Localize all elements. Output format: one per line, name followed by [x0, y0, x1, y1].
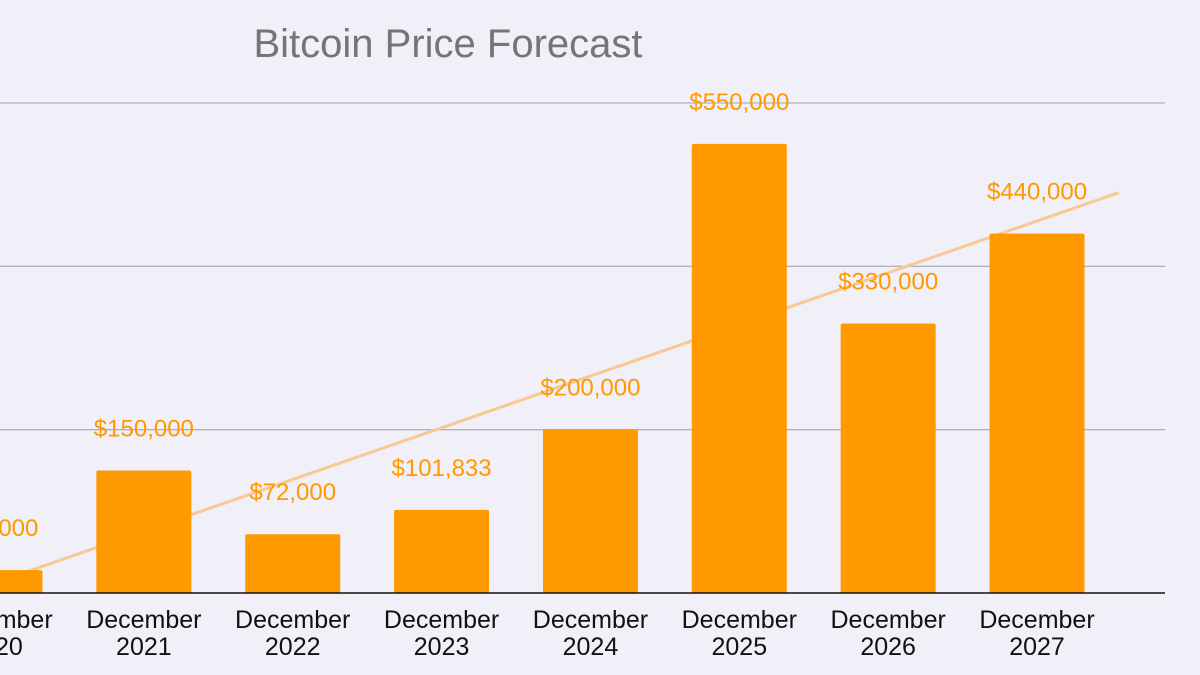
data-label-1: $150,000: [94, 416, 194, 443]
bar-5: [691, 143, 787, 594]
data-label-2: $72,000: [249, 479, 336, 506]
x-tick-label-3: December 2023: [384, 606, 499, 661]
data-label-6: $330,000: [838, 269, 938, 296]
data-label-7: $440,000: [987, 179, 1087, 206]
x-tick-label-4: December 2024: [533, 606, 648, 661]
x-tick-label-5: December 2025: [682, 606, 797, 661]
bar-1: [96, 470, 192, 593]
bar-6: [840, 323, 936, 593]
data-label-4: $200,000: [540, 375, 640, 402]
data-label-3: $101,833: [392, 455, 492, 482]
bar-2: [245, 534, 341, 593]
bar-0: [0, 570, 43, 593]
chart-title: Bitcoin Price Forecast: [253, 22, 642, 66]
data-label-5: $550,000: [689, 89, 789, 116]
bar-4: [542, 429, 638, 593]
bar-3: [394, 509, 490, 593]
data-labels: $28,000 $150,000 $72,000 $101,833 $200,000 $5…: [0, 89, 1087, 542]
x-tick-label-0: December2020: [0, 606, 53, 661]
bars: [0, 143, 1085, 594]
x-tick-label-6: December 2026: [830, 606, 945, 661]
x-tick-label-2: December 2022: [235, 606, 350, 661]
x-tick-label-7: December 2027: [979, 606, 1094, 661]
data-label-0: $28,000: [0, 515, 38, 542]
x-tick-label-1: December 2021: [86, 606, 201, 661]
bar-7: [989, 233, 1085, 593]
